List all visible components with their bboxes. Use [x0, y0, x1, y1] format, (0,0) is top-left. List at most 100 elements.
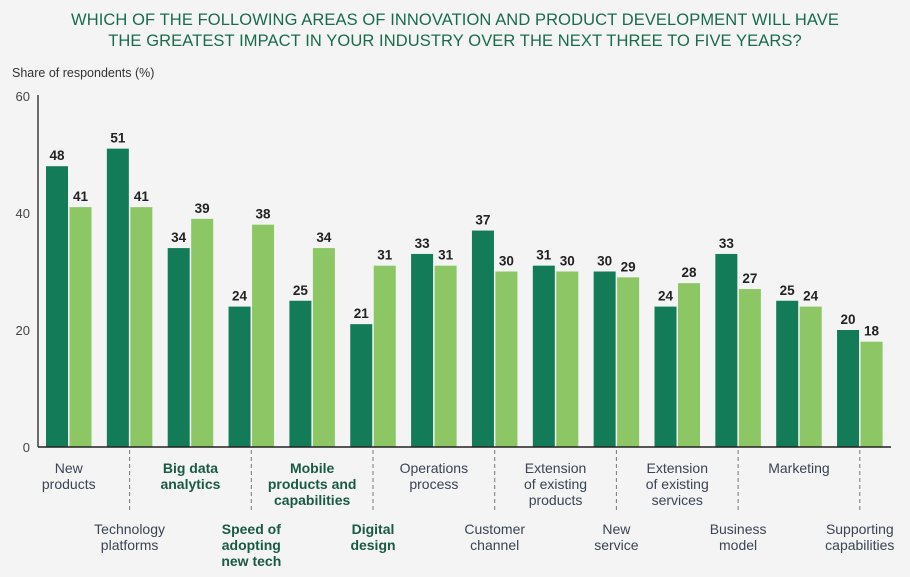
y-tick-label: 40 — [16, 206, 30, 221]
bar-series2 — [69, 207, 92, 447]
data-label: 29 — [621, 259, 636, 274]
x-tick-label: Business model — [710, 521, 767, 553]
x-tick-label-line: Extension — [525, 460, 586, 476]
bar-series2 — [617, 277, 640, 447]
bar-series2 — [252, 224, 275, 447]
x-tick-label: New products — [42, 460, 96, 492]
x-tick-label: Speed of adopting new tech — [221, 521, 281, 569]
chart-title: WHICH OF THE FOLLOWING AREAS OF INNOVATI… — [0, 10, 910, 52]
data-label: 31 — [438, 248, 454, 263]
data-label: 30 — [597, 254, 612, 269]
data-label: 20 — [841, 312, 856, 327]
bar-series2 — [860, 341, 883, 447]
data-label: 24 — [803, 289, 819, 304]
y-tick-label: 20 — [16, 323, 30, 338]
y-tick-label: 60 — [16, 89, 30, 104]
data-label: 34 — [316, 230, 332, 245]
bar-series1 — [532, 265, 555, 447]
x-tick-label: Big data analytics — [160, 460, 220, 492]
x-tick-label: New service — [594, 521, 639, 553]
bar-series1 — [654, 306, 677, 447]
bar-series1 — [350, 324, 373, 447]
chart-title-line-2: THE GREATEST IMPACT IN YOUR INDUSTRY OVE… — [108, 32, 802, 50]
data-label: 33 — [719, 236, 735, 251]
x-tick-label-line: adopting — [222, 537, 281, 553]
data-label: 18 — [864, 324, 880, 339]
x-tick-label: Operations process — [400, 460, 468, 492]
bar-series1 — [776, 300, 799, 447]
data-label: 30 — [499, 254, 514, 269]
data-label: 24 — [658, 289, 674, 304]
x-tick-label-line: New — [602, 521, 631, 537]
x-tick-label-line: capabilities — [274, 492, 350, 508]
bar-series1 — [167, 248, 190, 447]
bar-series1 — [715, 253, 738, 447]
x-tick-label-line: products — [529, 492, 583, 508]
x-tick-label-line: Digital — [352, 521, 395, 537]
x-tick-label-line: of existing — [524, 476, 587, 492]
data-label: 27 — [742, 271, 757, 286]
x-tick-label: Extension of existing services — [646, 460, 709, 508]
bar-series1 — [228, 306, 251, 447]
data-label: 30 — [560, 254, 575, 269]
bar-series2 — [799, 306, 822, 447]
x-tick-label-line: products — [42, 476, 96, 492]
data-label: 28 — [681, 265, 697, 280]
x-tick-label-line: Extension — [647, 460, 708, 476]
x-tick-label-line: of existing — [646, 476, 709, 492]
x-tick-label-line: Mobile — [290, 460, 335, 476]
x-tick-label-line: analytics — [160, 476, 220, 492]
x-tick-label: Customer channel — [464, 521, 525, 553]
x-tick-label: Marketing — [768, 460, 829, 476]
data-label: 37 — [475, 213, 490, 228]
data-label: 38 — [256, 207, 272, 222]
data-label: 31 — [377, 248, 393, 263]
x-tick-label-line: process — [409, 476, 458, 492]
x-tick-label: Digital design — [350, 521, 395, 553]
y-axis-title: Share of respondents (%) — [12, 66, 155, 80]
x-tick-label: Supporting capabilities — [825, 521, 894, 553]
x-tick-label-line: platforms — [101, 537, 159, 553]
data-label: 39 — [195, 201, 210, 216]
data-label: 25 — [780, 283, 796, 298]
bar-series2 — [678, 283, 700, 447]
data-label: 34 — [171, 230, 187, 245]
bar-series2 — [495, 271, 518, 447]
x-tick-label-line: Business — [710, 521, 767, 537]
y-tick-label: 0 — [23, 440, 30, 455]
data-label: 51 — [110, 131, 126, 146]
data-label: 33 — [415, 236, 431, 251]
x-tick-label: Technology platforms — [94, 521, 165, 553]
x-tick-label-line: service — [594, 537, 639, 553]
bar-series1 — [837, 330, 860, 447]
data-label: 21 — [354, 306, 370, 321]
chart-title-line-1: WHICH OF THE FOLLOWING AREAS OF INNOVATI… — [71, 11, 839, 29]
bar-series1 — [106, 148, 129, 447]
bar-series2 — [373, 265, 396, 447]
x-tick-label-line: design — [350, 537, 395, 553]
x-tick-label-line: capabilities — [825, 537, 894, 553]
bar-series2 — [738, 289, 761, 447]
x-tick-label-line: products and — [268, 476, 357, 492]
bar-series2 — [556, 271, 579, 447]
bar-series1 — [46, 166, 68, 447]
data-label: 48 — [49, 148, 65, 163]
x-tick-label-line: services — [652, 492, 703, 508]
bar-series1 — [471, 230, 494, 447]
bar-series1 — [593, 271, 616, 447]
x-tick-label-line: Big data — [163, 460, 218, 476]
bar-series2 — [434, 265, 457, 447]
bar-series1 — [289, 300, 312, 447]
x-tick-label-line: model — [719, 537, 757, 553]
bar-series2 — [130, 207, 153, 447]
x-tick-label-line: new tech — [221, 553, 281, 569]
data-label: 31 — [536, 248, 552, 263]
data-label: 41 — [134, 189, 150, 204]
bar-series1 — [411, 253, 434, 447]
x-tick-label-line: Marketing — [768, 460, 829, 476]
x-tick-label: Extension of existing products — [524, 460, 587, 508]
x-tick-label-line: channel — [470, 537, 519, 553]
bar-series2 — [191, 218, 214, 447]
data-label: 41 — [73, 189, 89, 204]
x-tick-label-line: Technology — [94, 521, 165, 537]
